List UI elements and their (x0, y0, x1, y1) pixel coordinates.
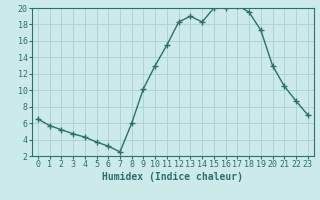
X-axis label: Humidex (Indice chaleur): Humidex (Indice chaleur) (102, 172, 243, 182)
